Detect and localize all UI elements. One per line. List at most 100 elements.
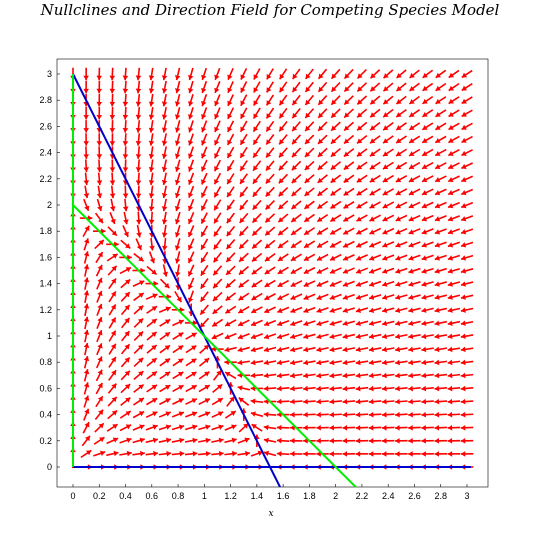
field-arrow	[96, 290, 103, 303]
field-arrow	[146, 265, 158, 276]
field-arrow	[252, 133, 262, 146]
field-arrow	[460, 372, 474, 379]
field-arrow	[395, 227, 408, 235]
field-arrow	[96, 343, 103, 356]
field-arrow	[108, 317, 117, 329]
field-arrow	[174, 120, 181, 133]
field-arrow	[201, 133, 208, 146]
field-arrow	[83, 238, 90, 251]
field-arrow	[461, 149, 473, 157]
field-arrow	[96, 329, 103, 343]
field-arrow	[421, 359, 434, 366]
field-arrow	[145, 424, 158, 431]
field-arrow	[434, 162, 447, 170]
field-arrow	[356, 227, 368, 235]
field-arrow	[369, 121, 381, 131]
field-arrow	[447, 201, 460, 209]
field-arrow	[355, 240, 368, 248]
field-arrow	[211, 332, 224, 340]
field-arrow	[460, 307, 474, 313]
field-arrow	[120, 291, 131, 302]
field-arrow	[421, 148, 434, 157]
field-arrow	[133, 383, 145, 393]
field-arrow	[447, 372, 461, 379]
field-arrow	[265, 94, 275, 106]
field-arrow	[316, 306, 329, 314]
field-arrow	[316, 346, 329, 353]
field-arrow	[382, 227, 395, 235]
field-arrow	[342, 240, 355, 248]
field-arrow	[109, 107, 116, 120]
field-arrow	[368, 424, 382, 431]
field-arrow	[434, 398, 448, 405]
field-arrow	[276, 437, 290, 444]
field-arrow	[276, 398, 290, 405]
field-arrow	[447, 294, 461, 300]
field-arrow	[174, 80, 181, 94]
field-arrow	[368, 385, 382, 392]
field-arrow	[83, 369, 90, 382]
field-arrow	[434, 359, 448, 366]
field-arrow	[146, 344, 158, 354]
field-arrow	[161, 238, 168, 251]
field-arrow	[317, 187, 328, 197]
field-arrow	[95, 264, 103, 277]
field-arrow	[226, 146, 235, 159]
y-tick-label: 1	[47, 331, 52, 341]
field-arrow	[96, 107, 103, 120]
field-arrow	[162, 264, 169, 277]
field-arrow	[135, 146, 142, 159]
field-arrow	[382, 122, 394, 131]
field-arrow	[227, 81, 234, 94]
field-arrow	[329, 214, 342, 223]
field-arrow	[148, 133, 155, 146]
field-arrow	[83, 290, 90, 303]
field-arrow	[316, 293, 329, 300]
field-arrow	[329, 398, 342, 405]
field-arrow	[434, 188, 447, 196]
field-arrow	[317, 121, 328, 132]
field-arrow	[434, 294, 447, 300]
field-arrow	[421, 214, 434, 222]
field-arrow	[132, 410, 145, 419]
field-arrow	[434, 254, 447, 261]
field-arrow	[148, 185, 155, 199]
field-arrow	[250, 359, 264, 366]
field-arrow	[172, 332, 184, 340]
field-arrow	[107, 226, 118, 237]
field-arrow	[119, 266, 132, 275]
field-arrow	[83, 342, 90, 356]
field-arrow	[172, 358, 184, 367]
x-tick-label: 1.4	[251, 491, 264, 501]
field-arrow	[369, 214, 381, 222]
field-arrow	[408, 228, 421, 235]
field-arrow	[278, 147, 288, 158]
field-arrow	[253, 68, 261, 80]
field-arrow	[434, 438, 448, 444]
field-arrow	[460, 346, 474, 353]
field-arrow	[434, 385, 448, 392]
field-arrow	[316, 227, 329, 236]
field-arrow	[408, 241, 421, 248]
field-arrow	[96, 80, 103, 94]
field-arrow	[225, 265, 236, 276]
x-tick-label: 0	[70, 491, 75, 501]
field-arrow	[395, 280, 408, 287]
field-arrow	[303, 333, 316, 340]
field-arrow	[276, 346, 290, 353]
field-arrow	[289, 385, 303, 392]
field-arrow	[329, 293, 342, 300]
field-arrow	[135, 238, 142, 251]
field-arrow	[291, 147, 302, 158]
field-arrow	[316, 372, 329, 379]
field-arrow	[200, 238, 209, 251]
field-arrow	[368, 254, 382, 261]
field-arrow	[213, 212, 222, 224]
field-arrow	[225, 292, 237, 302]
field-arrow	[381, 385, 395, 392]
field-arrow	[238, 422, 249, 433]
field-arrow	[133, 305, 144, 315]
field-arrow	[329, 333, 342, 340]
field-arrow	[316, 240, 329, 249]
field-arrow	[146, 384, 158, 393]
